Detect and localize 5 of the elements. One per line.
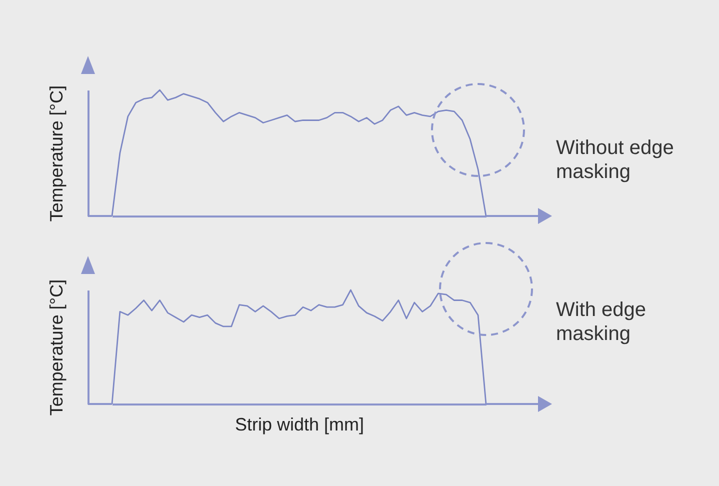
y-axis-title: Temperature [°C] — [46, 279, 66, 416]
y-axis-title: Temperature [°C] — [46, 85, 66, 222]
x-axis-title: Strip width [mm] — [234, 414, 364, 434]
text: With edge masking — [556, 298, 648, 346]
text: Without edge masking — [556, 136, 675, 184]
